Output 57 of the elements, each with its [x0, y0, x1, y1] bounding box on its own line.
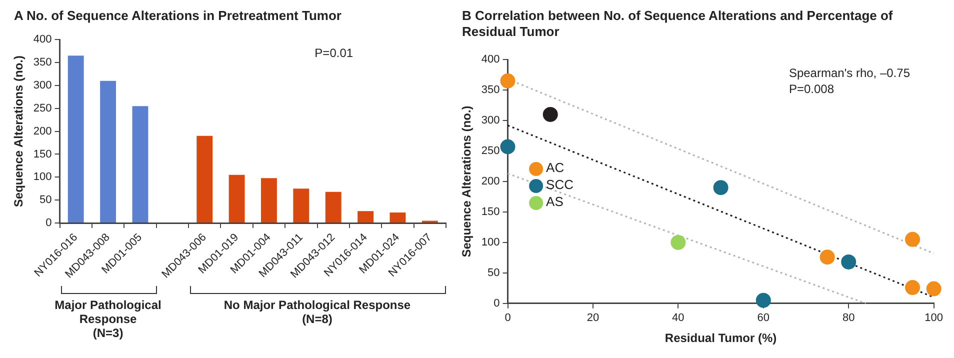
chart-title: A No. of Sequence Alterations in Pretreatment Tumor: [14, 8, 342, 24]
bar: [293, 188, 310, 223]
x-axis-title: Residual Tumor (%): [664, 331, 777, 346]
bar: [100, 80, 116, 223]
y-tick-label: 250: [33, 102, 52, 114]
bar: [132, 106, 148, 223]
x-tick-label: 100: [924, 312, 944, 324]
bar: [196, 136, 213, 223]
y-tick-label: 50: [40, 194, 52, 206]
legend-label: AS: [546, 194, 564, 210]
y-tick-label: 400: [481, 54, 500, 66]
y-axis-title: Sequence Alterations (no.): [460, 106, 474, 258]
point: [926, 281, 942, 296]
annotation: P=0.008: [788, 82, 834, 96]
x-tick-label: 0: [504, 312, 511, 324]
y-axis-title: Sequence Alterations (no.): [12, 56, 26, 208]
y-tick-label: 50: [488, 266, 500, 279]
annotation: P=0.01: [314, 46, 354, 60]
bar: [358, 211, 374, 223]
legend-label: SCC: [546, 177, 574, 192]
x-tick-label: 40: [672, 312, 684, 324]
point: [670, 234, 686, 250]
bar: [390, 212, 406, 223]
bar: [68, 56, 84, 223]
y-tick-label: 150: [33, 148, 52, 160]
y-tick-label: 300: [481, 114, 500, 127]
point: [841, 254, 856, 270]
bar: [261, 178, 277, 223]
point: [500, 139, 516, 154]
y-tick-label: 350: [33, 56, 52, 69]
y-tick-label: 350: [481, 84, 500, 96]
y-tick-label: 150: [481, 206, 500, 218]
chart-title: B Correlation between No. of Sequence Alterations and Percentage of Residual Tumor: [462, 8, 894, 40]
point: [905, 232, 920, 247]
legend-label: AC: [546, 160, 564, 176]
x-tick-label: 80: [842, 312, 855, 324]
bar: [325, 192, 342, 223]
bar: [228, 174, 245, 223]
annotation: Spearman's rho, –0.75: [788, 66, 910, 80]
point: [542, 106, 558, 122]
text: No Major Pathological Response (N=8): [222, 298, 412, 326]
x-tick-label: 60: [757, 312, 770, 324]
y-tick-label: 300: [33, 79, 52, 92]
y-tick-label: 200: [33, 125, 52, 138]
point: [820, 250, 835, 265]
point: [713, 180, 728, 196]
y-tick-label: 100: [33, 171, 52, 184]
y-tick-label: 0: [46, 217, 52, 230]
y-tick-label: 400: [33, 34, 52, 46]
y-tick-label: 250: [481, 145, 500, 158]
point: [905, 280, 920, 296]
text: Major Pathological Response (N=3): [54, 298, 162, 340]
point: [756, 292, 771, 308]
x-tick-label: 20: [586, 312, 600, 324]
y-tick-label: 200: [481, 176, 500, 188]
point: [500, 73, 516, 88]
y-tick-label: 0: [494, 297, 500, 310]
